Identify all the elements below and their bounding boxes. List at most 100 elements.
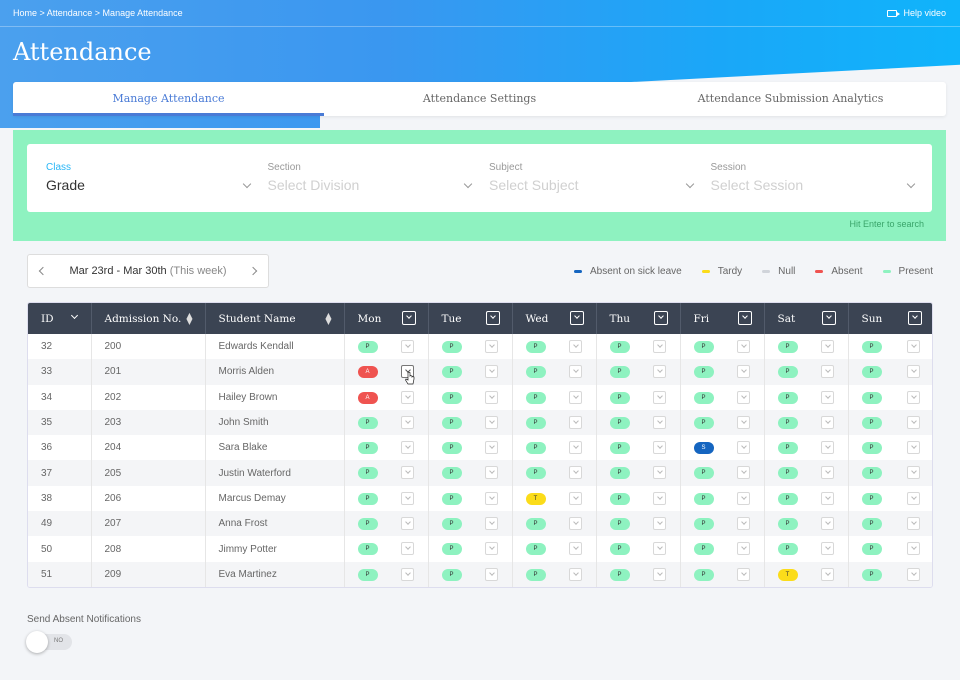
chevron-right-icon[interactable]: [248, 266, 258, 276]
attendance-status-badge[interactable]: P: [693, 518, 714, 531]
attendance-status-badge[interactable]: P: [861, 391, 882, 404]
status-dropdown-icon[interactable]: [820, 390, 834, 404]
status-dropdown-icon[interactable]: [820, 542, 834, 556]
status-dropdown-icon[interactable]: [568, 466, 582, 480]
attendance-status-badge[interactable]: P: [861, 568, 882, 581]
attendance-status-badge[interactable]: P: [525, 518, 546, 531]
status-dropdown-icon[interactable]: [736, 441, 750, 455]
help-video-link[interactable]: Help video: [887, 8, 946, 18]
status-dropdown-icon[interactable]: [400, 466, 414, 480]
status-dropdown-icon[interactable]: [820, 567, 834, 581]
status-dropdown-icon[interactable]: [568, 491, 582, 505]
status-dropdown-icon[interactable]: [568, 542, 582, 556]
attendance-status-badge[interactable]: A: [357, 391, 378, 404]
attendance-status-badge[interactable]: P: [609, 341, 630, 353]
status-dropdown-icon[interactable]: [568, 415, 582, 429]
status-dropdown-icon[interactable]: [652, 466, 666, 480]
status-dropdown-icon[interactable]: [400, 390, 414, 404]
status-dropdown-icon[interactable]: [652, 567, 666, 581]
attendance-status-badge[interactable]: P: [777, 442, 798, 455]
select-all-dropdown-icon[interactable]: [908, 311, 922, 325]
status-dropdown-icon[interactable]: [484, 415, 498, 429]
status-dropdown-icon[interactable]: [736, 491, 750, 505]
status-dropdown-icon[interactable]: [907, 340, 920, 353]
status-dropdown-icon[interactable]: [907, 390, 920, 404]
attendance-status-badge[interactable]: T: [777, 568, 798, 581]
attendance-status-badge[interactable]: P: [777, 341, 798, 353]
attendance-status-badge[interactable]: P: [357, 492, 378, 505]
tab-attendance-submission-analytics[interactable]: Attendance Submission Analytics: [697, 92, 884, 105]
tab-attendance-settings[interactable]: Attendance Settings: [422, 92, 537, 105]
status-dropdown-icon[interactable]: [820, 340, 834, 353]
attendance-status-badge[interactable]: P: [441, 366, 462, 379]
attendance-status-badge[interactable]: A: [357, 366, 378, 379]
status-dropdown-icon[interactable]: [907, 441, 920, 455]
attendance-status-badge[interactable]: P: [441, 442, 462, 455]
status-dropdown-icon[interactable]: [484, 340, 498, 353]
status-dropdown-icon[interactable]: [820, 517, 834, 531]
attendance-status-badge[interactable]: P: [357, 416, 378, 429]
status-dropdown-icon[interactable]: [736, 340, 750, 353]
attendance-status-badge[interactable]: P: [861, 416, 882, 429]
breadcrumb[interactable]: Home > Attendance > Manage Attendance: [13, 8, 183, 18]
status-dropdown-icon[interactable]: [568, 365, 582, 379]
attendance-status-badge[interactable]: P: [525, 568, 546, 581]
status-dropdown-icon[interactable]: [568, 390, 582, 404]
attendance-status-badge[interactable]: P: [609, 416, 630, 429]
status-dropdown-icon[interactable]: [907, 466, 920, 480]
column-header-id[interactable]: ID: [28, 303, 92, 334]
attendance-status-badge[interactable]: P: [777, 366, 798, 379]
status-dropdown-icon[interactable]: [400, 340, 414, 353]
status-dropdown-icon[interactable]: [820, 466, 834, 480]
attendance-status-badge[interactable]: P: [441, 391, 462, 404]
attendance-status-badge[interactable]: P: [861, 518, 882, 531]
attendance-status-badge[interactable]: P: [861, 543, 882, 556]
column-header-name[interactable]: Student Name ▲ ▼: [205, 303, 345, 334]
status-dropdown-icon[interactable]: [907, 542, 920, 556]
attendance-status-badge[interactable]: P: [609, 467, 630, 480]
tab-manage-attendance[interactable]: Manage Attendance: [13, 82, 324, 116]
attendance-status-badge[interactable]: P: [861, 341, 882, 353]
status-dropdown-icon[interactable]: [736, 567, 750, 581]
attendance-status-badge[interactable]: P: [777, 391, 798, 404]
attendance-status-badge[interactable]: P: [777, 416, 798, 429]
select-all-dropdown-icon[interactable]: [653, 311, 668, 325]
status-dropdown-icon[interactable]: [652, 441, 666, 455]
column-header-admission[interactable]: Admission No. ▲ ▼: [91, 303, 206, 334]
status-dropdown-icon[interactable]: [907, 491, 920, 505]
notifications-toggle[interactable]: NO: [26, 631, 72, 653]
attendance-status-badge[interactable]: P: [693, 543, 714, 556]
select-all-dropdown-icon[interactable]: [821, 311, 836, 325]
status-dropdown-icon[interactable]: [484, 542, 498, 556]
status-dropdown-icon[interactable]: [820, 415, 834, 429]
attendance-status-badge[interactable]: P: [861, 467, 882, 480]
status-dropdown-icon[interactable]: [400, 542, 414, 556]
status-dropdown-icon[interactable]: [652, 517, 666, 531]
select-all-dropdown-icon[interactable]: [485, 311, 500, 325]
chevron-left-icon[interactable]: [38, 266, 48, 276]
attendance-status-badge[interactable]: P: [441, 492, 462, 505]
status-dropdown-icon[interactable]: [400, 491, 414, 505]
attendance-status-badge[interactable]: P: [777, 518, 798, 531]
attendance-status-badge[interactable]: P: [525, 391, 546, 404]
attendance-status-badge[interactable]: P: [609, 492, 630, 505]
filter-class[interactable]: Class Grade: [46, 144, 268, 212]
attendance-status-badge[interactable]: P: [609, 518, 630, 531]
attendance-status-badge[interactable]: P: [609, 543, 630, 556]
attendance-status-badge[interactable]: T: [525, 492, 546, 505]
status-dropdown-icon[interactable]: [400, 441, 414, 455]
attendance-status-badge[interactable]: P: [861, 442, 882, 455]
status-dropdown-icon[interactable]: [736, 466, 750, 480]
status-dropdown-icon[interactable]: [652, 415, 666, 429]
status-dropdown-icon[interactable]: [652, 491, 666, 505]
status-dropdown-icon[interactable]: [400, 567, 414, 581]
attendance-status-badge[interactable]: P: [357, 467, 378, 480]
attendance-status-badge[interactable]: P: [441, 543, 462, 556]
status-dropdown-icon[interactable]: [736, 517, 750, 531]
status-dropdown-icon[interactable]: [820, 365, 834, 379]
status-dropdown-icon[interactable]: [568, 567, 582, 581]
attendance-status-badge[interactable]: P: [777, 492, 798, 505]
attendance-status-badge[interactable]: P: [693, 366, 714, 379]
attendance-status-badge[interactable]: P: [609, 366, 630, 379]
attendance-status-badge[interactable]: S: [693, 442, 714, 455]
